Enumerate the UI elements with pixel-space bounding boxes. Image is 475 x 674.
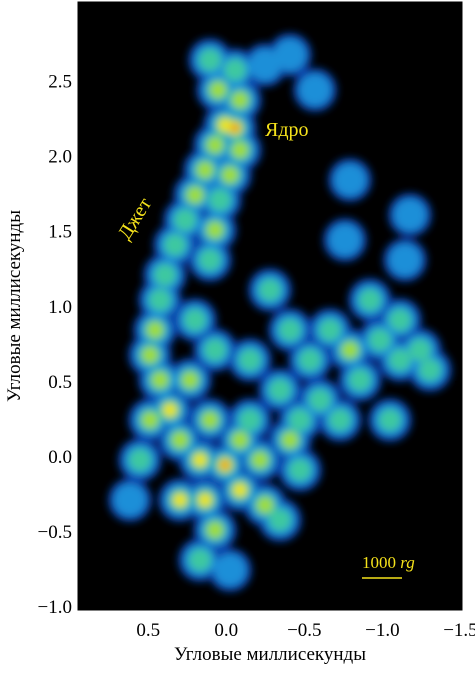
map-blob — [409, 339, 431, 361]
x-tick-label: −1.5 — [443, 620, 475, 641]
map-blob — [342, 342, 358, 358]
map-blob — [199, 249, 221, 271]
map-blob — [202, 412, 218, 428]
x-tick-label: 0.0 — [214, 620, 238, 641]
x-axis-label: Угловые миллисекунды — [174, 644, 366, 665]
map-blob — [142, 412, 158, 428]
map-blob — [174, 494, 186, 506]
map-blob — [199, 494, 211, 506]
map-blob — [197, 162, 213, 178]
y-tick-label: −1.0 — [38, 597, 72, 618]
map-blob — [207, 522, 223, 538]
map-blob — [174, 209, 196, 231]
map-blob — [329, 224, 361, 256]
map-blob — [389, 244, 421, 276]
map-blob — [210, 82, 226, 98]
map-blob — [369, 329, 391, 351]
annotation: Ядро — [265, 119, 309, 141]
map-blob — [224, 59, 246, 81]
map-blob — [207, 222, 223, 238]
map-blob — [187, 187, 203, 203]
map-blob — [204, 339, 226, 361]
x-tick-label: −1.0 — [365, 620, 399, 641]
map-blob — [232, 432, 248, 448]
map-blob — [232, 92, 248, 108]
map-blob — [221, 461, 229, 469]
map-blob — [164, 234, 186, 256]
map-blob — [209, 189, 231, 211]
map-blob — [279, 319, 301, 341]
map-blob — [249, 49, 281, 81]
map-blob — [152, 372, 168, 388]
map-blob — [359, 289, 381, 311]
map-blob — [289, 459, 311, 481]
map-blob — [389, 349, 411, 371]
scale-bar-label: 1000 rg — [362, 553, 415, 572]
y-axis-label: Угловые миллисекунды — [4, 210, 25, 402]
map-blob — [147, 322, 163, 338]
map-blob — [419, 359, 441, 381]
map-blob — [379, 409, 401, 431]
map-blob — [259, 279, 281, 301]
map-blob — [164, 404, 176, 416]
map-blob — [234, 484, 246, 496]
map-blob — [239, 349, 261, 371]
y-tick-label: 2.5 — [48, 72, 72, 93]
map-blob — [232, 142, 248, 158]
map-blob — [184, 309, 206, 331]
plot-frame — [77, 1, 463, 611]
radio-map — [108, 33, 452, 592]
y-tick-label: 1.5 — [48, 222, 72, 243]
map-blob — [207, 137, 223, 153]
map-blob — [199, 49, 221, 71]
map-blob — [219, 119, 231, 131]
map-blob — [142, 347, 158, 363]
map-blob — [194, 454, 206, 466]
map-blob — [274, 39, 306, 71]
map-blob — [289, 409, 311, 431]
map-blob — [222, 167, 238, 183]
y-tick-label: 2.0 — [48, 147, 72, 168]
y-tick-label: 0.0 — [48, 447, 72, 468]
map-blob — [129, 449, 151, 471]
map-blob — [257, 497, 273, 513]
map-blob — [334, 164, 366, 196]
map-blob — [309, 389, 331, 411]
map-blob — [182, 372, 198, 388]
map-blob — [299, 349, 321, 371]
map-blob — [269, 379, 291, 401]
map-blob — [319, 319, 341, 341]
map-blob — [189, 549, 211, 571]
map-blob — [329, 409, 351, 431]
map-blob — [349, 369, 371, 391]
x-tick-label: −0.5 — [287, 620, 321, 641]
map-blob — [394, 199, 426, 231]
map-blob — [231, 124, 239, 132]
y-tick-label: 1.0 — [48, 297, 72, 318]
map-blob — [299, 74, 331, 106]
y-tick-label: 0.5 — [48, 372, 72, 393]
scale-bar-value: 1000 — [362, 553, 396, 572]
map-blob — [389, 309, 411, 331]
scale-bar-unit: rg — [400, 553, 415, 572]
map-blob — [269, 509, 291, 531]
map-blob — [154, 264, 176, 286]
x-tick-label: 0.5 — [136, 620, 160, 641]
map-blob — [239, 409, 261, 431]
map-blob — [114, 484, 146, 516]
map-blob — [282, 432, 298, 448]
map-blob — [149, 289, 171, 311]
map-blob — [214, 554, 246, 586]
map-blob — [172, 432, 188, 448]
map-blob — [252, 452, 268, 468]
y-tick-label: −0.5 — [38, 522, 72, 543]
